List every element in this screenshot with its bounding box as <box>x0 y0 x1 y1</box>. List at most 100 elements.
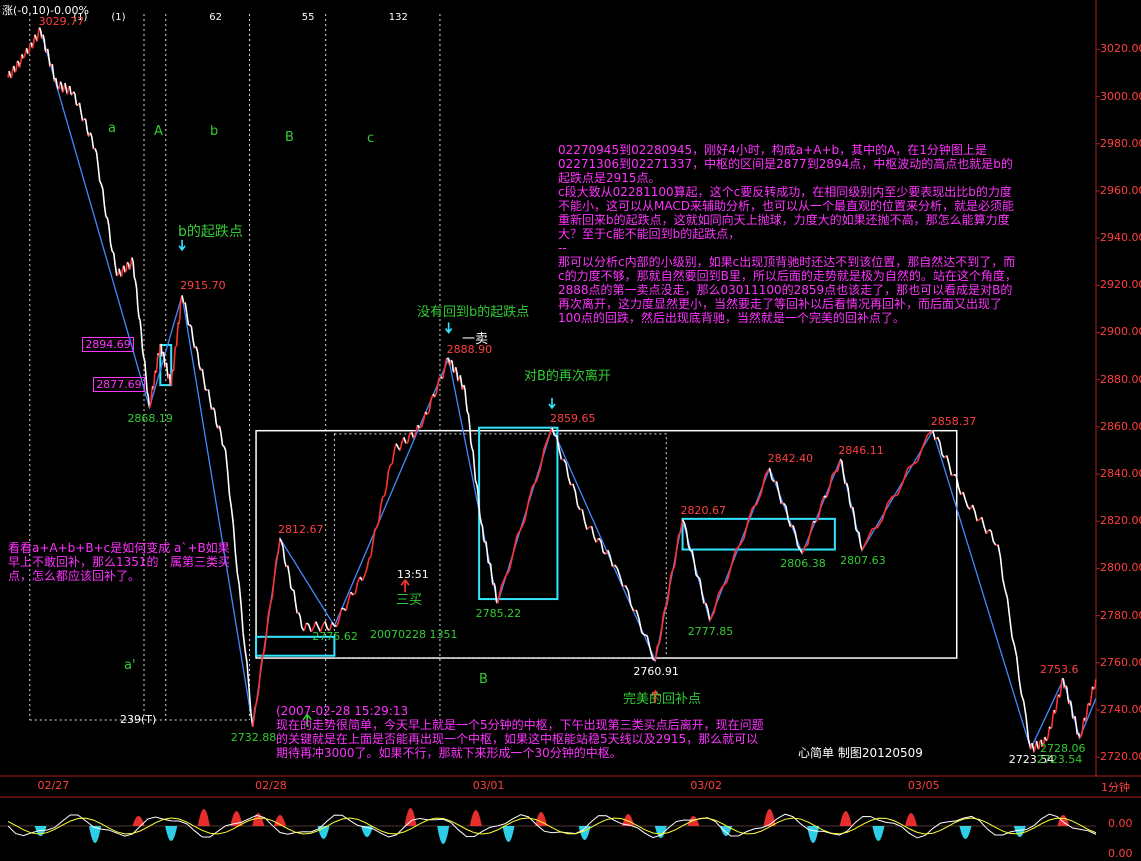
price-annotation: 2842.40 <box>767 452 814 466</box>
pivot-zone-1 <box>255 635 336 657</box>
price-segment <box>656 643 660 647</box>
price-segment <box>242 632 246 650</box>
period-label: 1分钟 <box>1101 781 1130 794</box>
macd-bar-negative <box>1013 826 1026 837</box>
price-segment <box>450 359 453 362</box>
macd-bar-negative <box>720 826 733 836</box>
price-segment <box>1079 735 1082 739</box>
price-segment <box>670 569 674 576</box>
price-segment <box>68 85 72 95</box>
price-segment <box>948 464 953 476</box>
price-segment <box>140 331 144 350</box>
price-segment <box>472 451 476 466</box>
price-segment <box>1054 708 1058 714</box>
price-segment <box>315 621 319 627</box>
macd-bar-positive <box>839 811 852 826</box>
price-segment <box>983 526 988 534</box>
price-segment <box>238 584 242 606</box>
price-segment <box>244 649 248 663</box>
price-segment <box>48 56 51 67</box>
price-tick-label: 2800.00 <box>1100 561 1141 575</box>
price-segment <box>419 426 422 429</box>
price-segment <box>368 556 372 560</box>
price-segment <box>201 368 205 380</box>
price-segment <box>8 70 12 77</box>
price-annotation: 2775.62 <box>312 629 358 643</box>
price-segment <box>124 270 127 273</box>
price-segment <box>185 312 190 325</box>
price-segment <box>1020 694 1025 702</box>
price-segment <box>701 593 705 604</box>
price-segment <box>707 609 711 621</box>
price-segment <box>43 38 47 51</box>
price-annotation: 2859.65 <box>550 411 596 425</box>
price-segment <box>927 430 934 436</box>
price-segment <box>81 118 85 122</box>
price-segment <box>861 539 868 551</box>
price-segment <box>158 344 162 355</box>
price-segment <box>136 306 140 318</box>
price-segment <box>1011 637 1016 646</box>
price-segment <box>683 523 688 531</box>
price-segment <box>442 368 446 379</box>
price-segment <box>25 48 29 55</box>
price-segment <box>479 517 483 524</box>
price-segment <box>912 460 919 466</box>
price-segment <box>290 587 294 591</box>
header-tick: 132 <box>388 12 408 23</box>
price-segment <box>699 579 703 594</box>
price-segment <box>228 494 233 509</box>
price-segment <box>619 576 624 587</box>
price-segment <box>15 61 19 71</box>
price-segment <box>152 382 155 390</box>
price-segment <box>457 378 460 382</box>
price-segment <box>771 478 775 483</box>
price-segment <box>125 262 129 272</box>
header-tick: (1) <box>111 12 126 23</box>
price-segment <box>422 411 427 422</box>
price-segment <box>147 395 151 408</box>
price-segment <box>49 64 52 68</box>
price-segment <box>395 443 399 448</box>
price-segment <box>535 468 542 482</box>
price-segment <box>486 551 490 563</box>
price-segment <box>504 570 510 578</box>
price-tick-label: 2860.00 <box>1100 419 1141 433</box>
price-segment <box>363 568 368 576</box>
price-annotation: 2728.06 <box>1040 742 1086 756</box>
price-segment <box>1059 688 1062 698</box>
price-segment <box>543 437 549 449</box>
price-annotation: 2888.90 <box>446 342 493 356</box>
price-segment <box>842 473 846 484</box>
price-segment <box>236 572 240 585</box>
price-segment <box>209 400 213 410</box>
price-segment <box>756 493 762 505</box>
price-annotation: 2785.22 <box>475 607 522 621</box>
date-tick-label: 03/02 <box>690 779 723 792</box>
price-segment <box>1015 656 1020 679</box>
price-segment <box>14 69 17 73</box>
macd-bar-positive <box>905 813 918 826</box>
price-segment <box>1008 617 1013 638</box>
price-tick-label: 2760.00 <box>1100 655 1141 669</box>
price-segment <box>370 543 374 557</box>
price-segment <box>476 489 480 507</box>
price-segment <box>778 492 783 504</box>
price-segment <box>1033 745 1037 753</box>
price-segment <box>148 405 151 408</box>
price-segment <box>83 117 87 121</box>
price-segment <box>992 541 997 546</box>
price-segment <box>691 550 696 563</box>
price-segment <box>825 488 831 498</box>
price-segment <box>796 545 801 550</box>
price-segment <box>490 576 494 586</box>
price-segment <box>1043 736 1047 741</box>
price-segment <box>303 622 308 632</box>
price-segment <box>195 346 199 353</box>
price-segment <box>489 563 493 577</box>
price-segment <box>971 504 976 512</box>
price-segment <box>112 252 117 266</box>
macd-bar-negative <box>959 826 972 839</box>
price-segment <box>100 183 104 190</box>
